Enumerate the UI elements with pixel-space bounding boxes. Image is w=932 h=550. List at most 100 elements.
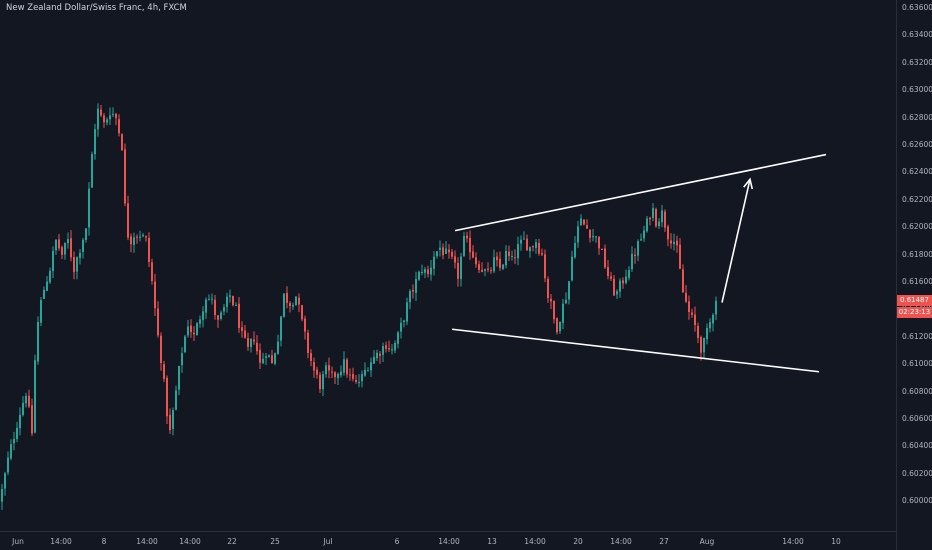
candle-body bbox=[292, 305, 294, 307]
candle-body bbox=[145, 236, 147, 238]
price-tick-label: 0.61200 bbox=[902, 331, 932, 341]
lower-trendline[interactable] bbox=[451, 328, 820, 373]
candle-body bbox=[376, 352, 378, 359]
candle-body bbox=[196, 323, 198, 336]
candle-body bbox=[379, 353, 381, 356]
time-tick-label: 14:00 bbox=[438, 537, 460, 546]
candle-body bbox=[424, 269, 426, 273]
candle-body bbox=[25, 395, 27, 404]
candle-body bbox=[169, 414, 171, 431]
candle-body bbox=[328, 365, 330, 371]
time-tick-label: 13 bbox=[487, 537, 497, 546]
price-tick-label: 0.61000 bbox=[902, 359, 932, 369]
candle-body bbox=[127, 203, 129, 238]
candle-body bbox=[10, 444, 12, 459]
arrow-head-icon[interactable] bbox=[743, 177, 754, 190]
time-tick-label: 20 bbox=[573, 537, 583, 546]
candle-body bbox=[628, 270, 630, 278]
candle-body bbox=[649, 217, 651, 220]
candle-body bbox=[205, 299, 207, 313]
candle-body bbox=[298, 297, 300, 305]
candle-body bbox=[670, 240, 672, 244]
candle-body bbox=[301, 305, 303, 320]
candle-body bbox=[547, 278, 549, 298]
candle-body bbox=[172, 410, 174, 429]
candle-body bbox=[310, 353, 312, 361]
candle-body bbox=[184, 336, 186, 353]
candle-body bbox=[481, 269, 483, 272]
candle-body bbox=[664, 211, 666, 228]
time-tick-label: Aug bbox=[699, 537, 715, 546]
time-tick-label: Jun bbox=[12, 537, 24, 546]
candle-body bbox=[286, 292, 288, 303]
time-tick-label: 27 bbox=[659, 537, 669, 546]
candle-body bbox=[148, 237, 150, 262]
candle-body bbox=[604, 248, 606, 268]
arrow-shaft[interactable] bbox=[721, 179, 751, 303]
candle-body bbox=[229, 295, 231, 297]
candle-body bbox=[619, 280, 621, 292]
candle-body bbox=[274, 353, 276, 364]
candle-body bbox=[265, 356, 267, 358]
candle-body bbox=[667, 226, 669, 240]
candle-body bbox=[709, 322, 711, 329]
candle-body bbox=[157, 308, 159, 336]
candle-body bbox=[475, 257, 477, 265]
candle-body bbox=[241, 327, 243, 331]
candle-body bbox=[124, 149, 126, 204]
candle-body bbox=[433, 256, 435, 269]
time-tick-label: 6 bbox=[394, 537, 400, 546]
candle-body bbox=[442, 247, 444, 256]
candle-body bbox=[100, 109, 102, 116]
candle-body bbox=[193, 332, 195, 335]
candle-body bbox=[634, 254, 636, 257]
price-tick-label: 0.62000 bbox=[902, 222, 932, 232]
price-tick-label: 0.62400 bbox=[902, 167, 932, 177]
candle-body bbox=[202, 311, 204, 320]
candle-body bbox=[391, 349, 393, 351]
candle-body bbox=[355, 379, 357, 382]
candle-body bbox=[451, 251, 453, 257]
candle-body bbox=[280, 316, 282, 341]
candle-body bbox=[247, 338, 249, 347]
price-tick-label: 0.63200 bbox=[902, 57, 932, 67]
candle-body bbox=[217, 315, 219, 320]
candle-body bbox=[550, 298, 552, 302]
time-tick-label: 14:00 bbox=[524, 537, 546, 546]
candle-body bbox=[340, 371, 342, 376]
candle-body bbox=[88, 188, 90, 228]
candle-body bbox=[55, 239, 57, 251]
candle-body bbox=[61, 247, 63, 255]
candle-body bbox=[304, 318, 306, 332]
candle-body bbox=[76, 257, 78, 272]
candle-body bbox=[244, 330, 246, 338]
time-tick-label: 10 bbox=[831, 537, 841, 546]
candle-body bbox=[640, 239, 642, 241]
candle-body bbox=[190, 325, 192, 333]
candle-body bbox=[382, 346, 384, 355]
candle-body bbox=[532, 246, 534, 248]
candle-body bbox=[526, 238, 528, 251]
candle-body bbox=[499, 258, 501, 268]
candle-body bbox=[19, 414, 21, 429]
time-tick-label: 14:00 bbox=[50, 537, 72, 546]
candle-body bbox=[595, 236, 597, 238]
candle-body bbox=[373, 356, 375, 364]
candle-body bbox=[187, 326, 189, 336]
price-tick-label: 0.62600 bbox=[902, 140, 932, 149]
candle-body bbox=[676, 240, 678, 246]
candle-body bbox=[544, 254, 546, 279]
candle-body bbox=[259, 349, 261, 363]
candle-body bbox=[616, 291, 618, 295]
candle-body bbox=[115, 114, 117, 118]
candle-body bbox=[4, 473, 6, 489]
price-tick-label: 0.60200 bbox=[902, 468, 932, 478]
time-axis-border bbox=[0, 531, 896, 532]
candle-body bbox=[70, 238, 72, 258]
candle-body bbox=[715, 300, 717, 315]
candle-body bbox=[151, 262, 153, 282]
candle-body bbox=[130, 236, 132, 245]
upper-trendline[interactable] bbox=[454, 153, 827, 232]
